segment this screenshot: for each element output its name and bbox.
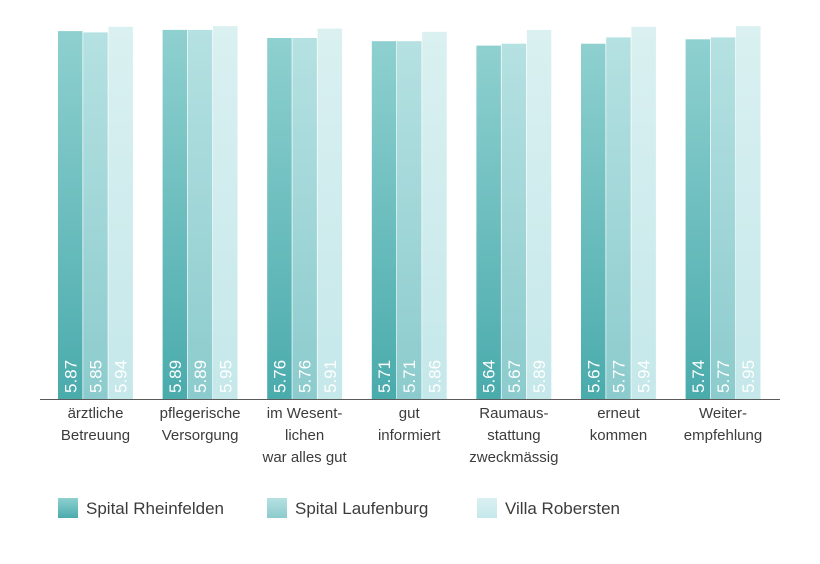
bar — [631, 26, 656, 400]
data-label: 5.95 — [739, 360, 758, 393]
legend-swatch — [58, 498, 78, 518]
bar — [267, 38, 292, 399]
x-tick-label: stattung — [487, 427, 540, 444]
bar — [685, 39, 711, 400]
data-label: 5.89 — [530, 360, 549, 393]
data-label: 5.95 — [216, 360, 235, 393]
bar — [710, 37, 736, 400]
bar — [476, 45, 501, 399]
data-label: 5.71 — [400, 360, 419, 393]
x-tick-label: lichen — [285, 427, 324, 444]
bar — [581, 43, 606, 399]
bar — [371, 41, 397, 399]
legend: Spital Rheinfelden Spital Laufenburg Villa… — [58, 498, 620, 518]
data-label: 5.91 — [321, 360, 340, 393]
bar — [422, 31, 447, 400]
bar — [501, 43, 527, 399]
x-tick-label: war alles gut — [261, 449, 347, 466]
bar — [108, 26, 133, 400]
bar — [526, 29, 552, 400]
legend-label: Villa Robersten — [505, 499, 620, 518]
data-label: 5.74 — [689, 360, 708, 393]
bar — [83, 32, 108, 400]
data-label: 5.85 — [87, 360, 106, 393]
data-label: 5.77 — [714, 360, 733, 393]
bar — [606, 37, 631, 400]
bar — [317, 28, 343, 399]
x-tick-label: gut — [399, 405, 421, 422]
data-label: 5.67 — [584, 360, 603, 393]
data-label: 5.77 — [610, 360, 629, 393]
data-label: 5.94 — [635, 360, 654, 393]
bar — [397, 41, 422, 399]
x-tick-label: empfehlung — [684, 427, 762, 444]
bar — [736, 26, 761, 399]
x-tick-label: pflegerische — [160, 405, 241, 422]
x-tick-label: Betreuung — [61, 427, 130, 444]
x-tick-label: informiert — [378, 427, 441, 444]
bar — [187, 29, 213, 400]
x-tick-label: Versorgung — [162, 427, 239, 444]
data-label: 5.64 — [480, 360, 499, 393]
bar — [58, 31, 83, 399]
x-tick-label: ärztliche — [68, 405, 124, 422]
bar — [162, 29, 188, 400]
data-label: 5.86 — [425, 360, 444, 393]
data-label: 5.76 — [270, 360, 289, 393]
data-label: 5.87 — [61, 360, 80, 393]
x-tick-label: Weiter- — [699, 405, 747, 422]
bar — [213, 26, 238, 399]
x-tick-label: kommen — [590, 427, 648, 444]
data-label: 5.94 — [112, 360, 131, 393]
data-label: 5.71 — [375, 360, 394, 393]
legend-swatch — [477, 498, 497, 518]
x-tick-label: im Wesent- — [267, 405, 343, 422]
data-label: 5.76 — [296, 360, 315, 393]
data-label: 5.67 — [505, 360, 524, 393]
x-tick-label: erneut — [597, 405, 640, 422]
data-label: 5.89 — [166, 360, 185, 393]
bar — [292, 38, 317, 399]
legend-label: Spital Laufenburg — [295, 499, 428, 518]
data-label: 5.89 — [191, 360, 210, 393]
x-tick-label: zweckmässig — [469, 449, 558, 466]
legend-swatch — [267, 498, 287, 518]
x-tick-label: Raumaus- — [479, 405, 548, 422]
legend-label: Spital Rheinfelden — [86, 499, 224, 518]
